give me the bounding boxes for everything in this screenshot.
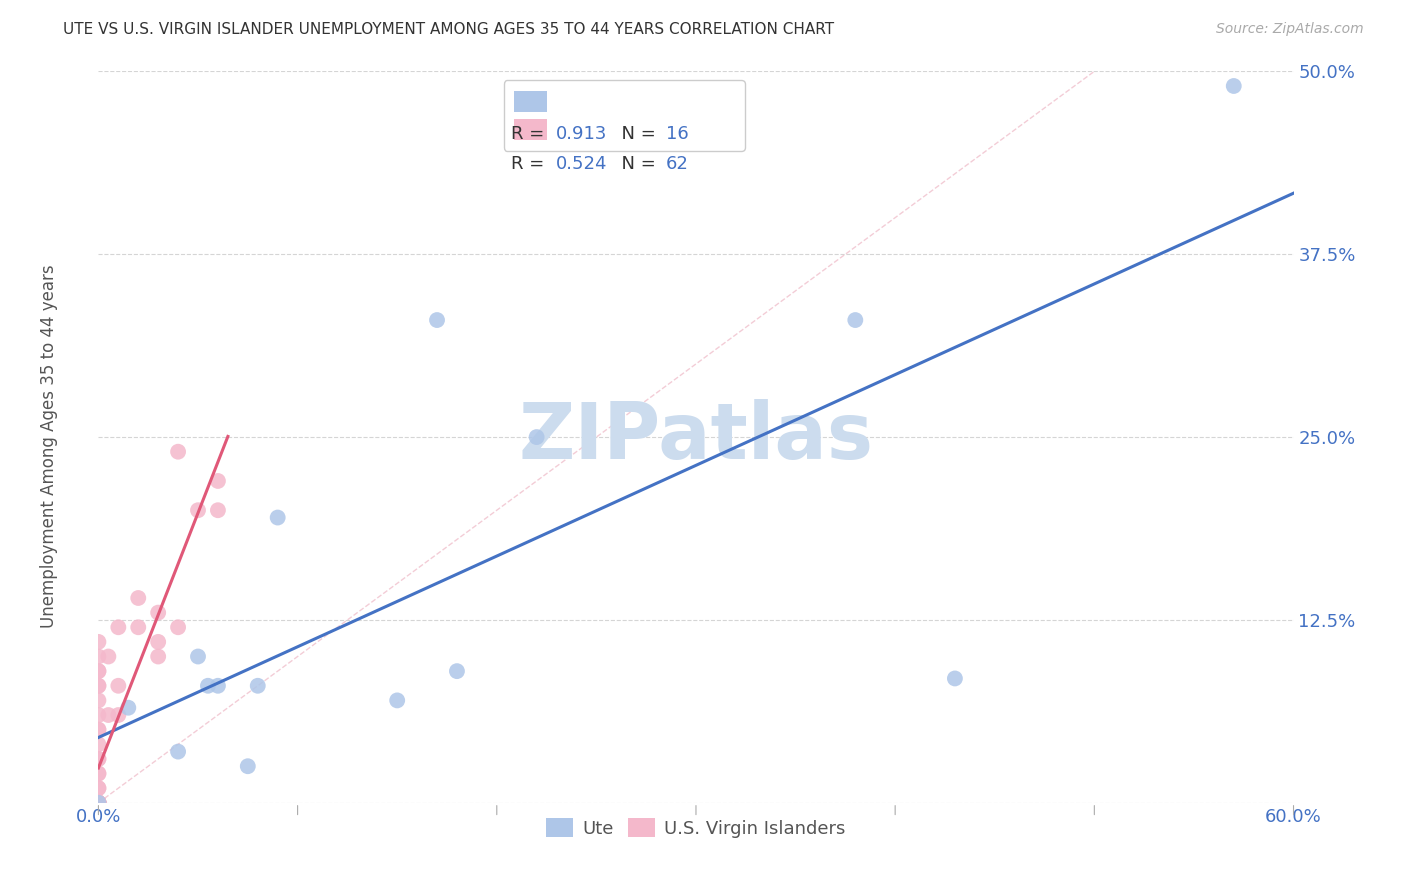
Point xyxy=(87,796,110,810)
Point xyxy=(87,752,110,766)
Point xyxy=(426,313,449,327)
Point xyxy=(87,781,110,796)
Point xyxy=(87,649,110,664)
Point xyxy=(87,737,110,751)
Point xyxy=(127,591,149,605)
Point xyxy=(87,796,110,810)
Point xyxy=(187,649,209,664)
Point xyxy=(267,510,290,524)
Legend: Ute, U.S. Virgin Islanders: Ute, U.S. Virgin Islanders xyxy=(538,811,853,845)
Text: 0.524: 0.524 xyxy=(557,155,607,173)
Point xyxy=(87,796,110,810)
Point xyxy=(87,723,110,737)
Point xyxy=(87,766,110,780)
Point xyxy=(127,620,149,634)
Point xyxy=(97,708,120,723)
Point xyxy=(87,796,110,810)
Point xyxy=(117,700,139,714)
Text: N =: N = xyxy=(610,155,661,173)
Text: N =: N = xyxy=(610,125,661,143)
Point xyxy=(87,796,110,810)
Point xyxy=(87,796,110,810)
Point xyxy=(107,708,129,723)
Point xyxy=(207,503,229,517)
Point xyxy=(943,672,966,686)
Point xyxy=(526,430,548,444)
Point xyxy=(148,635,170,649)
Point xyxy=(87,796,110,810)
Point xyxy=(87,796,110,810)
Point xyxy=(87,796,110,810)
Text: 0.913: 0.913 xyxy=(557,125,607,143)
Point xyxy=(385,693,409,707)
Point xyxy=(87,796,110,810)
Point xyxy=(87,635,110,649)
Text: 16: 16 xyxy=(666,125,689,143)
Point xyxy=(87,796,110,810)
Point xyxy=(844,313,866,327)
Point xyxy=(167,620,190,634)
Point xyxy=(87,796,110,810)
Text: R =: R = xyxy=(510,155,550,173)
Point xyxy=(87,796,110,810)
Text: Unemployment Among Ages 35 to 44 years: Unemployment Among Ages 35 to 44 years xyxy=(41,264,58,628)
Point xyxy=(87,766,110,780)
Point xyxy=(148,606,170,620)
Point xyxy=(236,759,259,773)
Text: R =: R = xyxy=(510,125,550,143)
Point xyxy=(87,708,110,723)
Point xyxy=(87,796,110,810)
Point xyxy=(87,693,110,707)
Point xyxy=(87,796,110,810)
Point xyxy=(87,796,110,810)
Point xyxy=(87,781,110,796)
Text: ZIPatlas: ZIPatlas xyxy=(519,399,873,475)
Point xyxy=(87,679,110,693)
Point xyxy=(148,649,170,664)
Point xyxy=(87,679,110,693)
Text: 62: 62 xyxy=(666,155,689,173)
Text: Source: ZipAtlas.com: Source: ZipAtlas.com xyxy=(1216,22,1364,37)
Point xyxy=(87,796,110,810)
Point xyxy=(87,796,110,810)
Point xyxy=(87,796,110,810)
Point xyxy=(246,679,269,693)
Point xyxy=(97,649,120,664)
Point xyxy=(87,796,110,810)
Point xyxy=(107,679,129,693)
Point xyxy=(87,796,110,810)
Point xyxy=(167,745,190,759)
Point xyxy=(87,752,110,766)
Point xyxy=(207,474,229,488)
Point xyxy=(167,444,190,458)
Point xyxy=(87,796,110,810)
Point xyxy=(87,796,110,810)
Point xyxy=(87,796,110,810)
Point xyxy=(87,723,110,737)
Point xyxy=(446,664,468,678)
Point xyxy=(1223,78,1246,93)
Point xyxy=(87,796,110,810)
Point xyxy=(87,796,110,810)
Point xyxy=(187,503,209,517)
Text: UTE VS U.S. VIRGIN ISLANDER UNEMPLOYMENT AMONG AGES 35 TO 44 YEARS CORRELATION C: UTE VS U.S. VIRGIN ISLANDER UNEMPLOYMENT… xyxy=(63,22,834,37)
Point xyxy=(87,664,110,678)
Point xyxy=(87,664,110,678)
Point xyxy=(107,620,129,634)
Point xyxy=(87,796,110,810)
Point xyxy=(87,796,110,810)
Point xyxy=(207,679,229,693)
Point xyxy=(197,679,219,693)
Point xyxy=(87,796,110,810)
Point xyxy=(87,796,110,810)
Point xyxy=(87,796,110,810)
